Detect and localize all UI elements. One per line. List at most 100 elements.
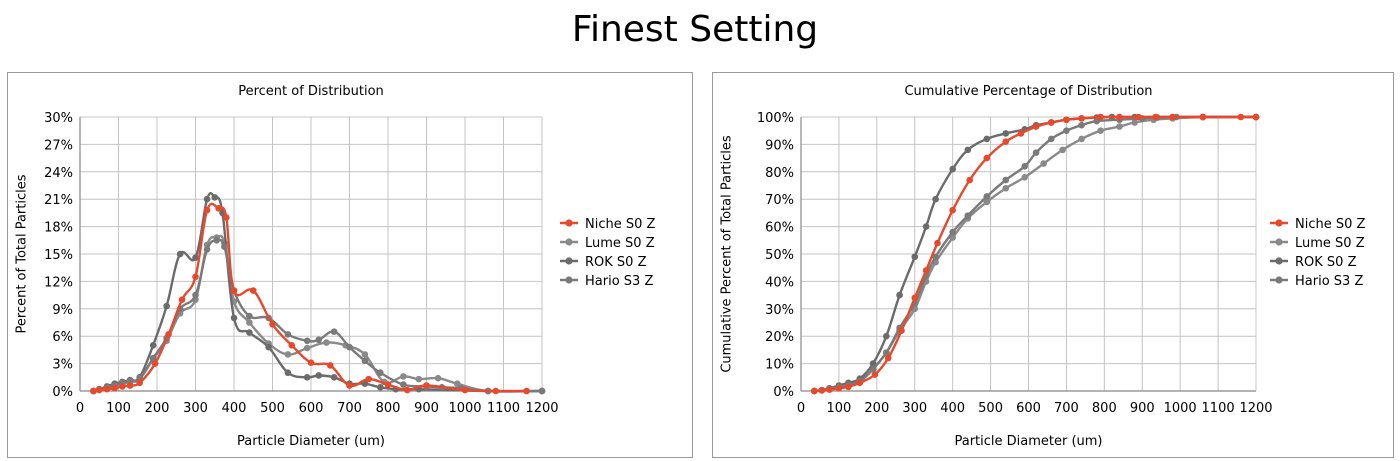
data-point (136, 379, 143, 387)
data-point (461, 386, 469, 394)
y-tick-label: 40% (765, 275, 794, 290)
data-point (1002, 176, 1010, 184)
chart-1-grid (800, 116, 1257, 392)
data-point (932, 253, 939, 261)
data-point (1002, 138, 1010, 145)
data-point (365, 375, 373, 383)
data-point (810, 387, 818, 395)
x-tick-label: 200 (864, 401, 889, 416)
data-point (126, 377, 134, 385)
series-niche-s0-z (810, 113, 1260, 395)
data-point (1078, 121, 1085, 129)
x-tick-label: 0 (797, 401, 805, 416)
data-point (346, 382, 353, 389)
y-tick-label: 6% (52, 330, 73, 345)
data-point (330, 374, 338, 381)
data-point (203, 246, 211, 253)
x-tick-label: 900 (414, 401, 439, 416)
data-point (192, 273, 199, 281)
data-point (934, 239, 941, 247)
x-tick-label: 500 (978, 401, 1003, 416)
data-point (403, 386, 411, 394)
y-tick-label: 50% (765, 248, 794, 263)
data-point (949, 206, 956, 214)
chart-1-title: Cumulative Percentage of Distribution (904, 84, 1152, 99)
data-point (246, 329, 253, 336)
data-point (149, 354, 157, 362)
x-tick-label: 800 (1092, 401, 1117, 416)
data-point (869, 360, 877, 367)
data-point (1078, 135, 1085, 143)
data-point (126, 382, 134, 389)
data-point (1237, 113, 1245, 121)
legend-swatch-marker (1275, 238, 1283, 246)
data-point (151, 360, 159, 367)
series-line (814, 115, 1256, 393)
data-point (523, 387, 530, 395)
data-point (284, 331, 292, 338)
y-tick-label: 12% (44, 275, 73, 290)
data-point (269, 321, 276, 328)
y-tick-label: 0% (52, 385, 73, 400)
data-point (1017, 130, 1025, 137)
data-point (176, 250, 184, 258)
data-point (307, 359, 315, 366)
chart-0-grid (79, 116, 543, 392)
data-point (1199, 113, 1207, 121)
data-point (323, 339, 330, 346)
legend-label: ROK S0 Z (1295, 255, 1357, 270)
data-point (303, 337, 311, 345)
data-point (249, 287, 257, 294)
data-point (284, 351, 292, 358)
data-point (95, 386, 103, 394)
legend-swatch-marker (565, 276, 573, 284)
y-tick-label: 30% (44, 111, 73, 126)
data-point (454, 380, 461, 387)
y-tick-label: 70% (765, 193, 794, 208)
x-tick-label: 1000 (448, 401, 481, 416)
x-tick-label: 1100 (1202, 401, 1235, 416)
data-point (1116, 123, 1123, 130)
data-point (361, 357, 369, 365)
data-point (211, 194, 219, 201)
y-tick-label: 27% (44, 138, 73, 153)
data-point (983, 198, 991, 206)
chart-0-title: Percent of Distribution (238, 84, 384, 99)
series-hario-s3-z (90, 237, 546, 395)
x-tick-label: 900 (1130, 401, 1155, 416)
data-point (288, 342, 296, 349)
legend-swatch-marker (565, 257, 573, 265)
data-point (1047, 135, 1055, 143)
percent-distribution-chart: Percent of Distribution 0% 3% 6% 9% 12% 15% 18%… (15, 84, 656, 449)
y-tick-label: 24% (44, 166, 73, 181)
series-line (93, 234, 543, 393)
data-point (1097, 127, 1104, 134)
data-point (871, 371, 879, 378)
x-tick-label: 700 (1054, 401, 1079, 416)
data-point (932, 195, 939, 203)
data-point (284, 369, 292, 377)
y-tick-label: 20% (765, 330, 794, 345)
data-point (221, 243, 228, 250)
x-tick-label: 100 (827, 401, 852, 416)
chart-1-y-axis-label: Cumulative Percent of Total Particles (720, 135, 735, 373)
data-point (165, 331, 172, 338)
series-line (93, 238, 543, 393)
data-point (1152, 113, 1159, 121)
data-point (415, 375, 423, 383)
data-point (949, 228, 956, 236)
data-point (856, 379, 864, 387)
legend-swatch-marker (565, 238, 573, 246)
data-point (315, 336, 323, 344)
data-point (103, 385, 111, 393)
data-point (377, 384, 384, 391)
data-point (1021, 163, 1029, 170)
data-point (1116, 113, 1123, 121)
data-point (964, 212, 972, 219)
data-point (1131, 119, 1138, 126)
x-tick-label: 700 (337, 401, 362, 416)
cumulative-distribution-chart: Cumulative Percentage of Distribution 0% 1… (720, 84, 1366, 449)
data-point (246, 312, 253, 320)
x-tick-label: 400 (222, 401, 247, 416)
data-point (884, 354, 892, 362)
